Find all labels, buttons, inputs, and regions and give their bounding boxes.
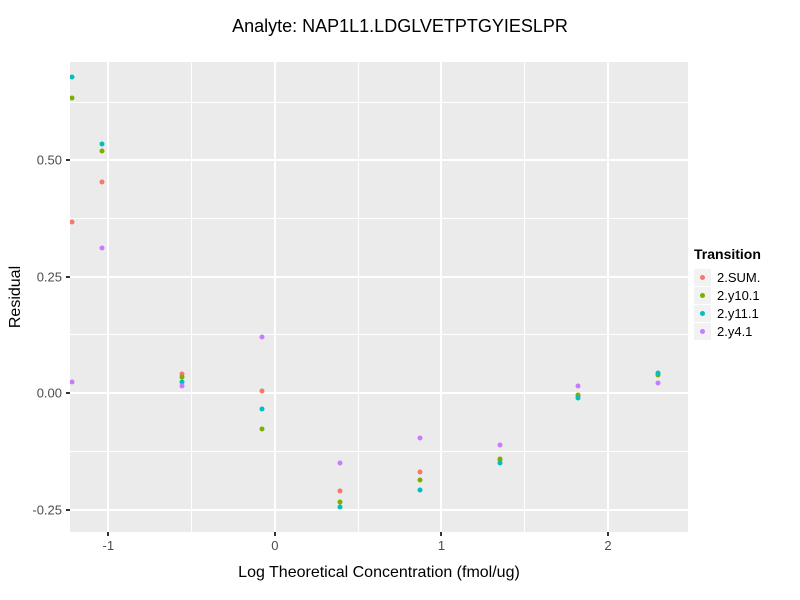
data-point-2.SUM. (417, 469, 423, 475)
legend-item: 2.y10.1 (694, 287, 761, 304)
data-point-2.y10.1 (337, 499, 343, 505)
y-tick-mark (66, 159, 70, 162)
data-point-2.y11.1 (417, 487, 423, 493)
legend: Transition 2.SUM. 2.y10.1 2.y11.1 2.y4.1 (694, 246, 761, 341)
major-gridline-y (70, 159, 688, 162)
minor-gridline-x (191, 62, 193, 532)
legend-item: 2.SUM. (694, 269, 761, 286)
data-point-2.y10.1 (259, 426, 265, 432)
legend-dot-icon (700, 293, 705, 298)
data-point-2.y11.1 (655, 370, 661, 376)
y-tick-label: -0.25 (32, 502, 62, 518)
major-gridline-x (273, 62, 276, 532)
legend-item-label: 2.y4.1 (717, 324, 753, 339)
x-tick-label: -1 (102, 538, 115, 553)
data-point-2.y11.1 (179, 379, 185, 385)
x-tick-label: 2 (604, 538, 612, 553)
minor-gridline-y (70, 450, 688, 452)
y-axis-title: Residual (7, 265, 24, 329)
legend-item: 2.y11.1 (694, 305, 761, 322)
data-point-2.y4.1 (417, 435, 423, 441)
data-point-2.y11.1 (259, 406, 265, 412)
minor-gridline-x (357, 62, 359, 532)
data-point-2.SUM. (337, 488, 343, 494)
data-point-2.SUM. (179, 371, 185, 377)
data-point-2.y4.1 (259, 334, 265, 340)
major-gridline-x (107, 62, 110, 532)
legend-item-label: 2.y11.1 (717, 306, 759, 321)
data-point-2.y10.1 (417, 477, 423, 483)
y-tick-label: 0.50 (36, 152, 62, 168)
major-gridline-y (70, 275, 688, 278)
major-gridline-y (70, 508, 688, 511)
data-point-2.SUM. (70, 219, 75, 225)
y-tick-label: 0.25 (36, 269, 62, 285)
data-point-2.y4.1 (655, 380, 661, 386)
legend-dot-icon (700, 275, 705, 280)
minor-gridline-y (70, 334, 688, 336)
plot-panel (70, 62, 688, 532)
x-axis-title: Log Theoretical Concentration (fmol/ug) (238, 564, 520, 581)
data-point-2.y10.1 (70, 95, 75, 101)
legend-item: 2.y4.1 (694, 323, 761, 340)
legend-items: 2.SUM. 2.y10.1 2.y11.1 2.y4.1 (694, 269, 761, 340)
data-point-2.y4.1 (70, 379, 75, 385)
data-point-2.y4.1 (99, 245, 105, 251)
legend-item-label: 2.SUM. (717, 270, 761, 285)
major-gridline-x (440, 62, 443, 532)
major-gridline-y (70, 392, 688, 395)
legend-key (694, 323, 711, 340)
y-tick-label: 0.00 (36, 385, 62, 401)
x-tick-label: 1 (437, 538, 446, 553)
data-point-2.y11.1 (99, 141, 105, 147)
x-tick-mark (440, 532, 443, 536)
data-point-2.y4.1 (179, 383, 185, 389)
legend-item-label: 2.y10.1 (717, 288, 760, 303)
plot-title: Analyte: NAP1L1.LDGLVETPTGYIESLPR (232, 16, 568, 36)
minor-gridline-y (70, 101, 688, 103)
data-point-2.SUM. (99, 179, 105, 185)
legend-title: Transition (694, 246, 761, 262)
data-point-2.y11.1 (337, 504, 343, 510)
x-tick-label: 0 (271, 538, 279, 553)
legend-dot-icon (700, 329, 705, 334)
x-tick-mark (107, 532, 110, 536)
y-tick-mark (66, 392, 70, 395)
x-tick-mark (607, 532, 610, 536)
data-point-2.y4.1 (337, 460, 343, 466)
data-point-2.y10.1 (179, 374, 185, 380)
legend-key (694, 305, 711, 322)
data-point-2.y10.1 (497, 456, 503, 462)
y-tick-mark (66, 508, 70, 511)
minor-gridline-x (524, 62, 526, 532)
minor-gridline-y (70, 218, 688, 219)
data-point-2.y4.1 (575, 383, 581, 389)
data-point-2.y11.1 (497, 460, 503, 466)
data-point-2.y11.1 (70, 74, 75, 80)
data-point-2.y11.1 (575, 395, 581, 401)
y-tick-mark (66, 275, 70, 278)
legend-key (694, 287, 711, 304)
data-point-2.SUM. (259, 388, 265, 394)
major-gridline-x (607, 62, 610, 532)
legend-dot-icon (700, 311, 705, 316)
data-point-2.y10.1 (99, 148, 105, 154)
data-point-2.y4.1 (497, 442, 503, 448)
legend-key (694, 269, 711, 286)
data-point-2.y10.1 (575, 392, 581, 398)
x-tick-mark (273, 532, 276, 536)
